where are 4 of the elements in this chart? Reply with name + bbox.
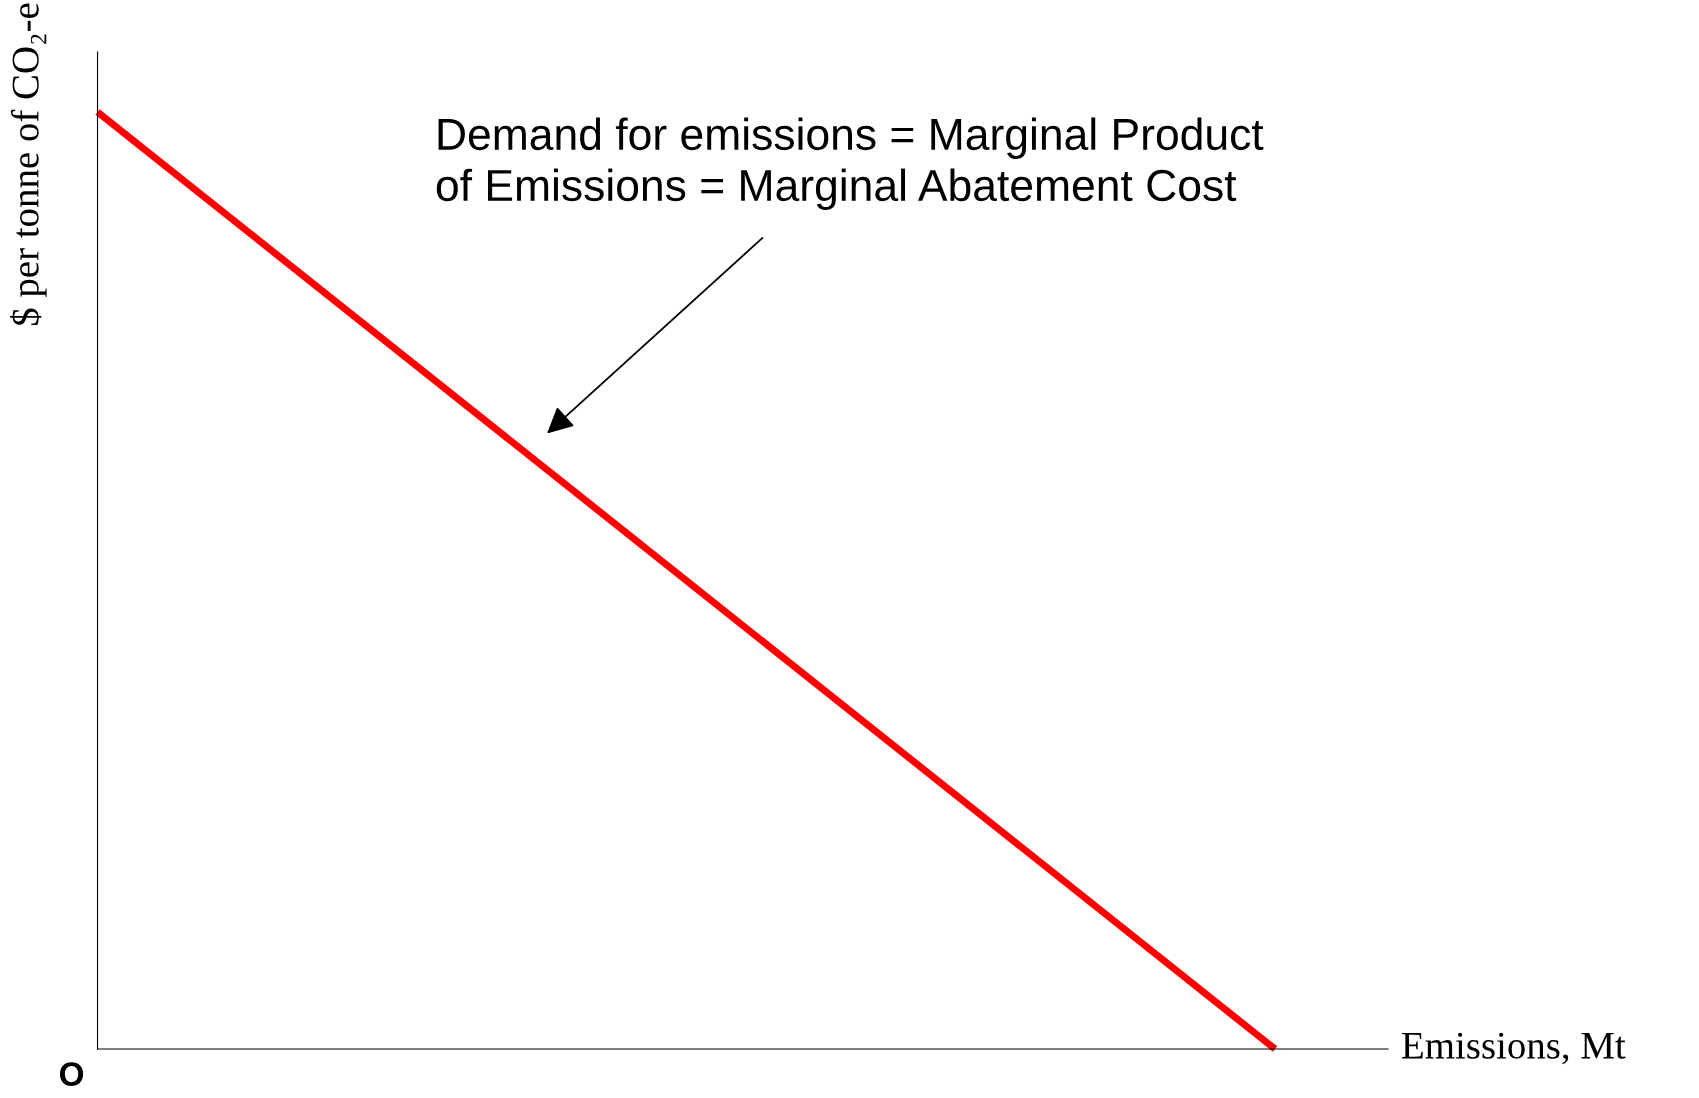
text: O [59, 1062, 84, 1086]
x-axis-title: Emissions, Mt [1402, 1032, 1626, 1065]
y-axis-title: $ per tonne of CO₂-e [10, 3, 47, 326]
annotation: Demand for emissions = Marginal Product of Emissions = Marginal Abatement Cost [436, 117, 1264, 211]
